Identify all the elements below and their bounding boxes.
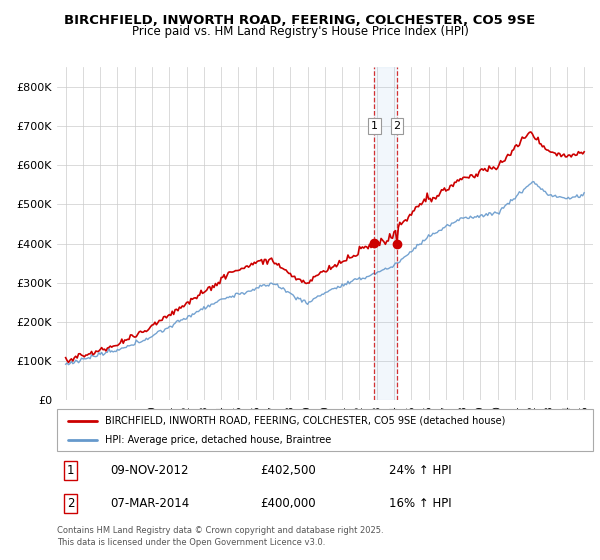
- Text: 1: 1: [67, 464, 74, 477]
- Text: £402,500: £402,500: [260, 464, 316, 477]
- Text: BIRCHFIELD, INWORTH ROAD, FEERING, COLCHESTER, CO5 9SE: BIRCHFIELD, INWORTH ROAD, FEERING, COLCH…: [64, 14, 536, 27]
- Text: BIRCHFIELD, INWORTH ROAD, FEERING, COLCHESTER, CO5 9SE (detached house): BIRCHFIELD, INWORTH ROAD, FEERING, COLCH…: [105, 416, 506, 426]
- Text: 16% ↑ HPI: 16% ↑ HPI: [389, 497, 452, 510]
- Text: 1: 1: [371, 121, 378, 131]
- Text: 2: 2: [394, 121, 401, 131]
- Text: 24% ↑ HPI: 24% ↑ HPI: [389, 464, 452, 477]
- Text: 07-MAR-2014: 07-MAR-2014: [110, 497, 190, 510]
- FancyBboxPatch shape: [57, 409, 593, 451]
- Text: 2: 2: [67, 497, 74, 510]
- Bar: [374, 67, 397, 400]
- Text: Contains HM Land Registry data © Crown copyright and database right 2025.
This d: Contains HM Land Registry data © Crown c…: [57, 526, 383, 547]
- Text: 09-NOV-2012: 09-NOV-2012: [110, 464, 189, 477]
- Text: HPI: Average price, detached house, Braintree: HPI: Average price, detached house, Brai…: [105, 435, 331, 445]
- Text: Price paid vs. HM Land Registry's House Price Index (HPI): Price paid vs. HM Land Registry's House …: [131, 25, 469, 38]
- Text: £400,000: £400,000: [260, 497, 316, 510]
